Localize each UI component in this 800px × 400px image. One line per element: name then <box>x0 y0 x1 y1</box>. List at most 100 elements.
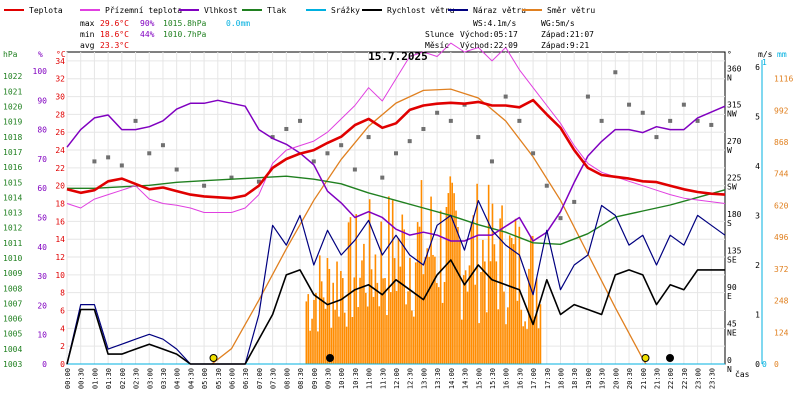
humidity-line <box>66 99 726 242</box>
solar-bar <box>386 315 388 364</box>
wind-direction-point <box>421 126 426 131</box>
solar-bar <box>459 240 461 364</box>
sun-set: Západ:21:07 <box>541 30 594 39</box>
pct-tick-label: 10 <box>37 331 47 340</box>
solar-bar <box>480 272 482 364</box>
solar-bar <box>445 206 448 364</box>
celsius-tick-label: 18 <box>55 200 65 209</box>
solar-bar <box>409 257 411 364</box>
dir-tick-name: SW <box>727 183 737 192</box>
dir-tick-label: 45 <box>727 320 737 329</box>
pct-tick-label: 60 <box>37 184 47 193</box>
solar-tick-label: 1116 <box>774 75 793 84</box>
solar-bar <box>426 248 429 364</box>
solar-bar <box>322 297 325 364</box>
time-tick-label: 06:30 <box>242 368 250 389</box>
solar-bar <box>436 283 438 364</box>
solar-bar <box>380 221 382 364</box>
wind-direction-point <box>435 110 440 115</box>
hpa-tick-label: 1004 <box>3 345 22 354</box>
celsius-tick-label: 20 <box>55 182 65 191</box>
time-tick-label: 01:30 <box>105 368 113 389</box>
solar-bar <box>349 217 352 364</box>
solar-bar <box>328 268 331 364</box>
solar-bar <box>418 226 421 364</box>
legend-label: Vlhkost <box>204 6 238 15</box>
time-tick-label: 07:30 <box>270 368 278 389</box>
solar-bar <box>374 254 377 364</box>
time-tick-label: 12:00 <box>393 368 401 389</box>
sunset-marker <box>641 354 650 362</box>
wind-direction-point <box>270 135 275 140</box>
wind-gust-line <box>66 200 726 365</box>
pct-tick-label: 40 <box>37 243 47 252</box>
celsius-tick-label: 26 <box>55 128 65 137</box>
hpa-tick-label: 1006 <box>3 315 22 324</box>
time-tick-label: 16:30 <box>516 368 524 389</box>
stats-max-temp: 29.6°C <box>100 19 129 28</box>
dir-tick-label: 180 <box>727 210 742 219</box>
ms-tick-label: 3 <box>755 211 760 220</box>
time-tick-label: 22:00 <box>667 368 675 389</box>
solar-bar <box>489 261 492 364</box>
stats-block: max 29.6°C 90% 1015.8hPa 0.0mm min 18.6°… <box>80 19 250 50</box>
solar-bar <box>401 214 404 364</box>
wind-direction-point <box>572 199 577 204</box>
solar-tick-label: 620 <box>774 201 789 210</box>
dir-tick-name: N <box>727 73 732 82</box>
time-tick-label: 05:30 <box>215 368 223 389</box>
wind-direction-point <box>531 151 536 156</box>
ms-tick-label: 2 <box>755 261 760 270</box>
solar-bar <box>324 308 327 364</box>
time-tick-label: 09:00 <box>311 368 319 389</box>
legend-label: Rychlost větru <box>387 6 455 15</box>
dir-tick-label: 225 <box>727 174 742 183</box>
time-tick-label: 03:00 <box>146 368 154 389</box>
solar-bar <box>530 235 532 364</box>
wind-direction-point <box>448 118 453 123</box>
solar-tick-label: 868 <box>774 138 789 147</box>
astro-markers <box>209 354 674 362</box>
time-tick-label: 23:00 <box>695 368 703 389</box>
solar-bar <box>487 184 490 364</box>
time-tick-label: 12:30 <box>407 368 415 389</box>
wind-direction-point <box>668 118 673 123</box>
solar-tick-label: 124 <box>774 328 789 337</box>
solar-bar <box>453 193 455 364</box>
solar-bar <box>468 265 471 364</box>
solar-bar <box>384 278 386 364</box>
hpa-tick-label: 1010 <box>3 254 22 263</box>
stats-min-hum: 44% <box>140 30 155 39</box>
solar-bar <box>434 256 436 364</box>
solar-bar <box>332 282 334 364</box>
moonset-marker <box>326 354 334 362</box>
time-tick-label: 20:30 <box>626 368 634 389</box>
solar-bar <box>507 307 509 364</box>
celsius-tick-label: 8 <box>60 289 65 298</box>
solar-bar <box>370 269 373 364</box>
solar-bar <box>391 200 394 364</box>
solar-radiation-line <box>211 88 647 365</box>
pressure-line <box>67 175 726 245</box>
wind-direction-point <box>325 151 330 156</box>
celsius-tick-label: 34 <box>55 57 65 66</box>
dir-tick-name: E <box>727 292 732 301</box>
solar-bar <box>482 239 484 364</box>
solar-bar <box>365 292 367 364</box>
ms-tick-label: 5 <box>755 112 760 121</box>
solar-bar <box>499 218 501 364</box>
solar-bar <box>510 237 513 364</box>
sun-rise: Východ:05:17 <box>460 30 518 39</box>
solar-bar <box>313 299 315 364</box>
wind-direction-point <box>160 143 165 148</box>
unit-pct: % <box>38 50 43 59</box>
solar-bar <box>524 321 526 364</box>
ms-tick-label: 1 <box>755 310 760 319</box>
solar-bar <box>334 309 336 364</box>
sunrise-marker <box>209 354 218 362</box>
hpa-tick-label: 1021 <box>3 87 22 96</box>
wind-direction-point <box>558 216 563 221</box>
solar-bar <box>449 176 452 364</box>
hpa-tick-label: 1008 <box>3 284 22 293</box>
ms-tick-label: 0 <box>755 360 760 369</box>
